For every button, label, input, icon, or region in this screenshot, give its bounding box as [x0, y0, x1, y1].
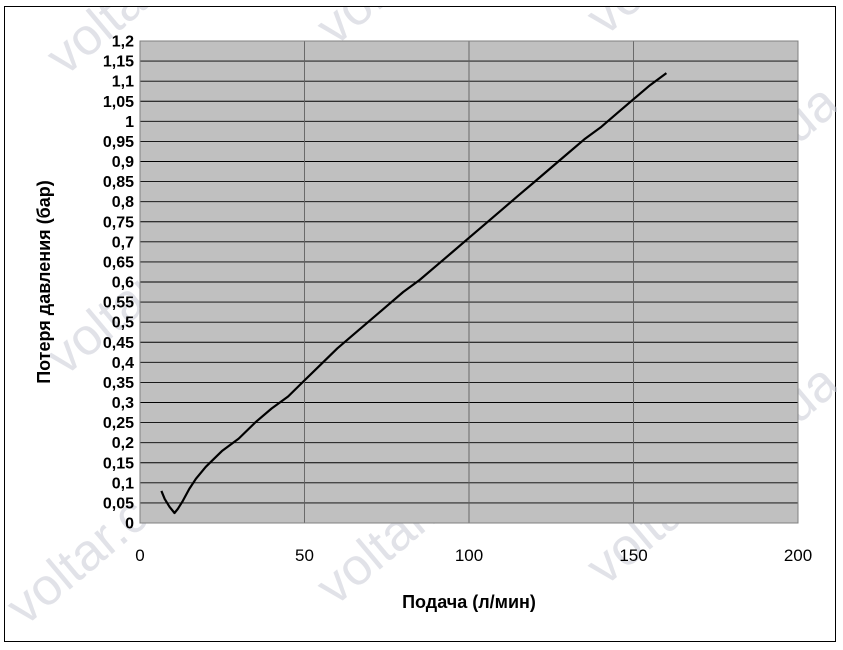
- y-tick-label: 0: [125, 516, 134, 533]
- y-tick-label: 0,65: [103, 254, 134, 271]
- y-tick-label: 0,8: [112, 194, 134, 211]
- y-tick-label: 1: [125, 114, 134, 131]
- y-tick-label: 0,9: [112, 154, 134, 171]
- y-tick-label: 0,2: [112, 435, 134, 452]
- y-tick-label: 0,35: [103, 375, 134, 392]
- y-tick-label: 0,4: [112, 355, 134, 372]
- x-tick-label: 0: [135, 546, 144, 565]
- y-tick-label: 0,95: [103, 134, 134, 151]
- x-tick-label: 200: [784, 546, 812, 565]
- x-tick-label: 150: [619, 546, 647, 565]
- x-tick-labels: 0 50 100 150 200: [135, 546, 812, 565]
- y-tick-label: 1,2: [112, 34, 134, 51]
- y-tick-label: 1,1: [112, 74, 134, 91]
- y-axis-title: Потеря давления (бар): [34, 180, 54, 384]
- y-tick-label: 1,15: [103, 54, 134, 71]
- y-tick-label: 0,45: [103, 335, 134, 352]
- chart-svg: voltar.com.uavoltar.com.uavoltar.com.uav…: [5, 7, 837, 636]
- y-tick-label: 0,85: [103, 174, 134, 191]
- vertical-gridlines: [304, 41, 634, 523]
- y-tick-label: 0,1: [112, 475, 134, 492]
- y-tick-label: 0,6: [112, 275, 134, 292]
- series-line: [160, 72, 668, 515]
- y-tick-label: 0,7: [112, 234, 134, 251]
- x-axis-title: Подача (л/мин): [402, 592, 536, 612]
- y-tick-label: 0,55: [103, 295, 134, 312]
- y-tick-labels: 0 0,05 0,1 0,15 0,2 0,25 0,3 0,35 0,4 0,45 0,5 0,55…: [103, 34, 134, 533]
- y-tick-label: 0,3: [112, 395, 134, 412]
- plot-border: [139, 40, 799, 524]
- y-tick-label: 0,75: [103, 214, 134, 231]
- y-tick-label: 0,25: [103, 415, 134, 432]
- x-tick-label: 50: [295, 546, 314, 565]
- watermark-text: voltar.com.ua: [575, 7, 837, 46]
- y-tick-label: 0,5: [112, 315, 134, 332]
- x-tick-label: 100: [455, 546, 483, 565]
- chart-frame: voltar.com.uavoltar.com.uavoltar.com.uav…: [4, 6, 837, 642]
- y-tick-label: 0,15: [103, 455, 134, 472]
- y-tick-label: 1,05: [103, 94, 134, 111]
- y-tick-label: 0,05: [103, 495, 134, 512]
